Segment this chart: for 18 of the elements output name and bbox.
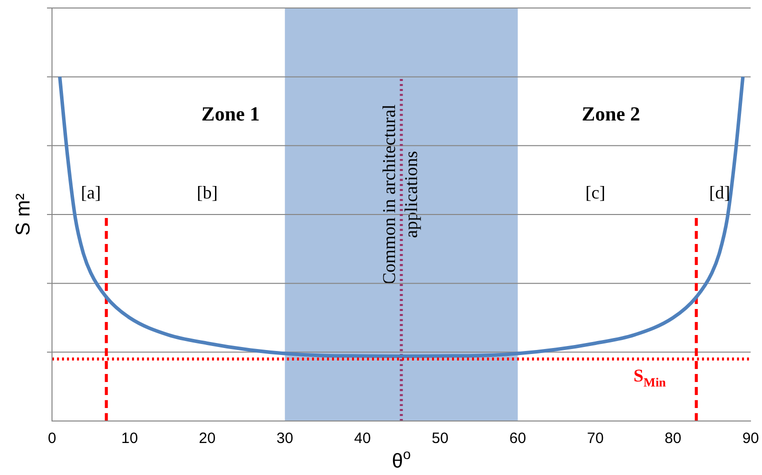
annotation: Zone 2	[582, 104, 640, 126]
annotation: [c]	[585, 182, 606, 203]
x-tick-label: 20	[198, 430, 216, 448]
x-tick-label: 30	[276, 430, 294, 448]
band-label: Common in architectural applications	[379, 104, 422, 284]
annotation: Zone 1	[201, 104, 260, 126]
x-tick-label: 80	[664, 430, 682, 448]
annotation: [b]	[196, 182, 218, 203]
y-axis-title: S m²	[12, 193, 35, 236]
annotation: [d]	[709, 182, 730, 203]
x-tick-label: 90	[742, 430, 759, 448]
x-tick-label: 70	[587, 430, 604, 448]
x-tick-label: 0	[48, 430, 56, 448]
annotation: [a]	[80, 182, 101, 203]
x-tick-label: 10	[121, 430, 138, 448]
x-tick-label: 50	[432, 430, 448, 448]
x-tick-label: 60	[509, 430, 526, 448]
x-tick-label: 40	[354, 430, 371, 448]
